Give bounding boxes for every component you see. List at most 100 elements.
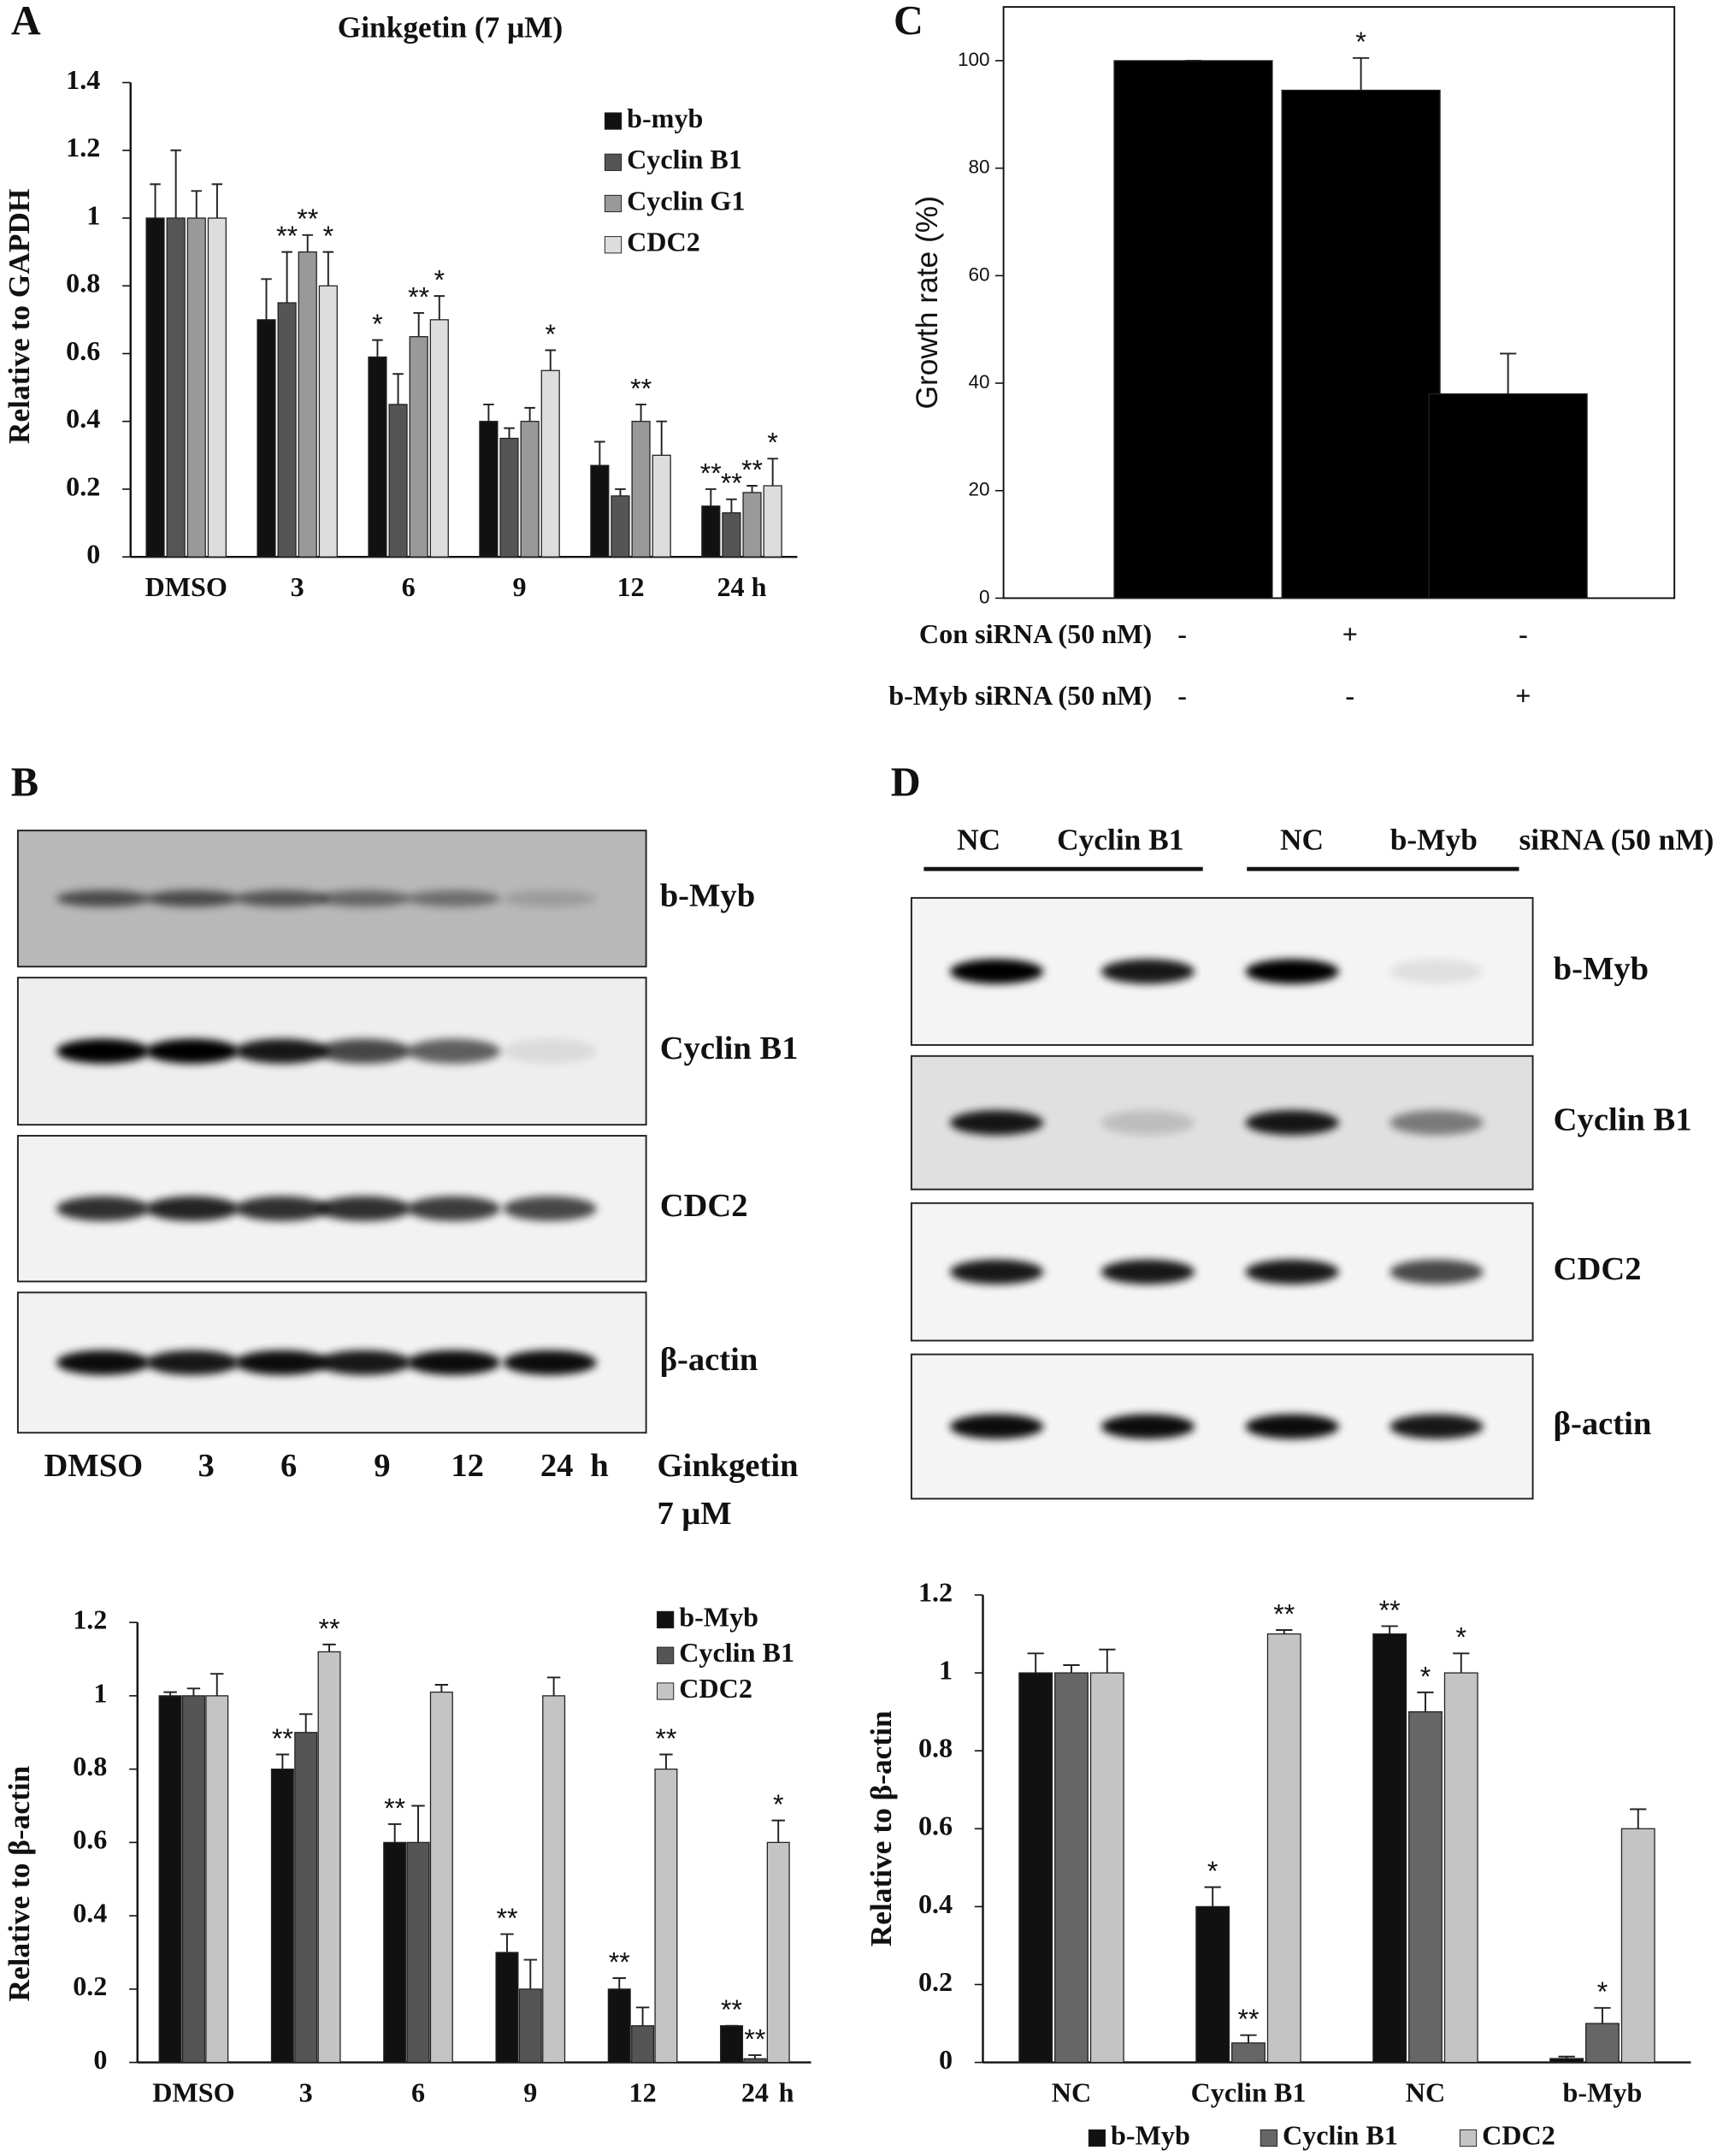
bar <box>766 1841 790 2064</box>
error-bar <box>275 1753 290 1769</box>
error-bar <box>387 1822 402 1843</box>
bar <box>409 336 428 558</box>
x-tick-label: 9 <box>513 571 527 602</box>
chart-title: Ginkgetin (7 μM) <box>338 10 563 44</box>
x-tick-label: 12 <box>617 571 644 602</box>
bar <box>479 421 499 558</box>
error-bar <box>1352 56 1370 91</box>
bar <box>207 217 227 558</box>
error-bar <box>1204 1886 1221 1907</box>
x-tick-label: DMSO <box>145 571 227 602</box>
bar <box>520 421 540 558</box>
error-bar <box>1276 1629 1293 1634</box>
group-label: Cyclin B1 <box>1057 823 1183 857</box>
error-bar <box>746 485 758 493</box>
legend-label: b-myb <box>627 103 703 133</box>
lane-label: 12 <box>451 1448 484 1484</box>
y-tick-label: 0 <box>86 539 100 570</box>
blot-band <box>317 890 411 907</box>
bar <box>1089 1672 1124 2064</box>
blot-band <box>145 1196 239 1221</box>
bar <box>1408 1711 1443 2064</box>
error-bar <box>1417 1691 1434 1712</box>
error-bar <box>1453 1652 1470 1674</box>
legend-swatch <box>604 194 622 213</box>
error-bar <box>170 149 181 219</box>
error-bar <box>210 1673 224 1696</box>
x-tick-label: NC <box>1406 2077 1445 2108</box>
treatment-sign: - <box>1519 618 1528 649</box>
blot-band <box>503 1350 597 1375</box>
blot-band <box>56 1196 150 1221</box>
error-bar <box>546 1676 561 1696</box>
bar <box>270 1768 294 2064</box>
blot-band <box>317 1350 411 1375</box>
error-bar <box>705 487 717 506</box>
bar <box>1372 1633 1407 2064</box>
treatment-label: Con siRNA (50 nM) <box>919 618 1152 649</box>
blot-row-label: Cyclin B1 <box>1554 1102 1692 1138</box>
y-tick-label: 0.2 <box>918 1966 953 1997</box>
significance-label: ** <box>408 281 429 312</box>
blot-band <box>1100 1259 1195 1285</box>
bar <box>186 217 206 558</box>
panel-letter: D <box>891 760 921 806</box>
y-tick-label: 20 <box>969 479 990 500</box>
significance-label: ** <box>721 1994 742 2025</box>
error-bar <box>1099 1648 1116 1674</box>
error-bar <box>434 1684 449 1692</box>
error-bar <box>1594 2006 1611 2024</box>
blot-band <box>503 890 597 907</box>
y-axis-label: Relative to GAPDH <box>2 189 36 445</box>
significance-label: ** <box>384 1793 405 1823</box>
blot-band <box>145 1038 239 1064</box>
significance-label: ** <box>655 1723 676 1754</box>
bar <box>368 356 387 558</box>
lane-unit: h <box>590 1448 608 1484</box>
panel-letter: B <box>11 760 38 806</box>
blot-band <box>145 890 239 907</box>
significance-label: ** <box>319 1613 340 1644</box>
blot-band <box>1390 959 1484 984</box>
error-bar <box>150 183 161 219</box>
error-bar <box>771 1819 785 1843</box>
legend-label: b-Myb <box>1111 2119 1190 2150</box>
significance-label: ** <box>700 458 722 488</box>
y-tick-label: 0.8 <box>66 268 100 298</box>
error-bar <box>483 403 494 422</box>
blot-band <box>503 1196 597 1221</box>
blot-band <box>1245 1414 1339 1439</box>
bar <box>742 492 762 558</box>
blot-band <box>1245 959 1339 984</box>
y-tick-label: 40 <box>969 371 990 393</box>
legend-label: CDC2 <box>627 227 700 257</box>
y-tick-label: 1.4 <box>66 64 100 95</box>
bar <box>1054 1672 1089 2064</box>
significance-label: * <box>773 1789 784 1820</box>
blot-row-label: CDC2 <box>1554 1251 1642 1287</box>
y-tick-label: 100 <box>958 49 990 70</box>
bar <box>383 1841 407 2064</box>
bar <box>518 1988 542 2064</box>
blot-band <box>406 1350 501 1375</box>
significance-label: * <box>1420 1661 1431 1692</box>
bar <box>145 217 165 558</box>
y-tick-label: 60 <box>969 263 990 285</box>
error-bar <box>1630 1808 1647 1829</box>
error-bar <box>1027 1652 1044 1674</box>
error-bar <box>635 403 646 422</box>
error-bar <box>434 295 445 320</box>
error-bar <box>1558 2055 1575 2059</box>
error-bar <box>392 373 404 405</box>
panel-letter: D <box>891 760 921 806</box>
error-bar <box>372 339 383 357</box>
error-bar <box>281 251 292 304</box>
bar <box>720 2025 744 2064</box>
y-tick-label: 0.4 <box>918 1888 953 1919</box>
y-tick-label: 0.6 <box>66 335 100 366</box>
bar <box>631 2025 655 2064</box>
bar <box>317 1651 341 2064</box>
y-tick-label: 0.8 <box>918 1733 953 1763</box>
y-tick-label: 0.8 <box>73 1751 107 1781</box>
